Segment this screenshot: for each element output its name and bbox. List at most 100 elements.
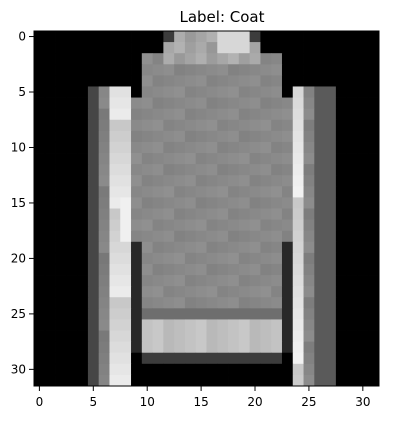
pixel-cell xyxy=(152,119,164,132)
pixel-cell xyxy=(195,197,207,209)
pixel-cell xyxy=(325,141,337,154)
pixel-cell xyxy=(303,241,315,254)
pixel-cell xyxy=(314,175,326,187)
pixel-cell xyxy=(249,341,261,354)
pixel-cell xyxy=(184,363,197,376)
pixel-cell xyxy=(260,363,272,376)
pixel-cell xyxy=(34,308,46,320)
pixel-cell xyxy=(174,208,186,220)
pixel-cell xyxy=(325,197,337,209)
pixel-cell xyxy=(346,164,358,176)
pixel-cell xyxy=(141,31,153,43)
pixel-cell xyxy=(66,197,78,209)
pixel-cell xyxy=(109,275,121,287)
pixel-cell xyxy=(131,141,143,154)
pixel-cell xyxy=(271,308,283,320)
pixel-cell xyxy=(98,31,110,43)
pixel-cell xyxy=(131,164,143,176)
pixel-cell xyxy=(260,352,272,365)
pixel-cell xyxy=(34,241,46,254)
pixel-cell xyxy=(55,31,67,43)
pixel-cell xyxy=(98,119,110,132)
pixel-cell xyxy=(34,286,46,298)
pixel-cell xyxy=(260,108,272,121)
pixel-cell xyxy=(163,42,175,54)
pixel-cell xyxy=(55,275,67,287)
pixel-cell xyxy=(346,119,358,132)
pixel-cell xyxy=(34,141,46,154)
pixel-cell xyxy=(98,108,110,121)
pixel-cell xyxy=(292,108,304,121)
pixel-cell xyxy=(228,297,240,309)
pixel-cell xyxy=(98,141,110,154)
pixel-cell xyxy=(120,42,132,54)
pixel-cell xyxy=(325,330,337,343)
pixel-cell xyxy=(131,208,143,220)
pixel-cell xyxy=(152,208,164,220)
pixel-cell xyxy=(77,64,89,76)
pixel-cell xyxy=(335,297,348,309)
pixel-cell xyxy=(120,130,132,143)
pixel-cell xyxy=(174,31,186,43)
pixel-cell xyxy=(249,241,261,254)
pixel-cell xyxy=(87,141,100,154)
pixel-cell xyxy=(120,53,132,65)
pixel-cell xyxy=(109,374,121,387)
pixel-cell xyxy=(34,130,46,143)
pixel-cell xyxy=(249,208,261,220)
pixel-cell xyxy=(163,175,175,187)
pixel-cell xyxy=(303,186,315,198)
pixel-cell xyxy=(228,86,240,98)
pixel-cell xyxy=(271,230,283,243)
pixel-cell xyxy=(87,319,100,331)
pixel-cell xyxy=(55,86,67,98)
pixel-cell xyxy=(228,263,240,276)
pixel-cell xyxy=(346,42,358,54)
pixel-cell xyxy=(44,275,56,287)
pixel-cell xyxy=(152,352,164,365)
pixel-cell xyxy=(249,164,261,176)
pixel-cell xyxy=(131,297,143,309)
pixel-cell xyxy=(217,241,229,254)
pixel-cell xyxy=(346,341,358,354)
pixel-cell xyxy=(238,341,251,354)
pixel-cell xyxy=(184,108,197,121)
pixel-cell xyxy=(163,319,175,331)
pixel-cell xyxy=(260,208,272,220)
pixel-cell xyxy=(281,130,294,143)
pixel-cell xyxy=(357,75,369,87)
pixel-cell xyxy=(292,308,304,320)
pixel-cell xyxy=(77,164,89,176)
pixel-cell xyxy=(44,219,56,232)
pixel-cell xyxy=(44,197,56,209)
pixel-cell xyxy=(238,275,251,287)
pixel-cell xyxy=(66,230,78,243)
pixel-cell xyxy=(368,108,380,121)
pixel-cell xyxy=(335,374,348,387)
pixel-cell xyxy=(141,53,153,65)
pixel-cell xyxy=(141,64,153,76)
pixel-cell xyxy=(228,64,240,76)
pixel-cell xyxy=(206,141,218,154)
pixel-cell xyxy=(281,330,294,343)
pixel-cell xyxy=(368,186,380,198)
pixel-cell xyxy=(281,297,294,309)
pixel-cell xyxy=(281,319,294,331)
pixel-cell xyxy=(357,374,369,387)
pixel-cell xyxy=(260,319,272,331)
pixel-cell xyxy=(217,230,229,243)
pixel-cell xyxy=(217,363,229,376)
pixel-cell xyxy=(346,97,358,110)
pixel-cell xyxy=(77,319,89,331)
pixel-cell xyxy=(195,263,207,276)
pixel-cell xyxy=(325,130,337,143)
pixel-cell xyxy=(98,252,110,265)
pixel-cell xyxy=(335,164,348,176)
pixel-cell xyxy=(249,31,261,43)
pixel-cell xyxy=(217,374,229,387)
pixel-cell xyxy=(34,319,46,331)
pixel-cell xyxy=(152,108,164,121)
pixel-cell xyxy=(238,219,251,232)
pixel-cell xyxy=(131,230,143,243)
